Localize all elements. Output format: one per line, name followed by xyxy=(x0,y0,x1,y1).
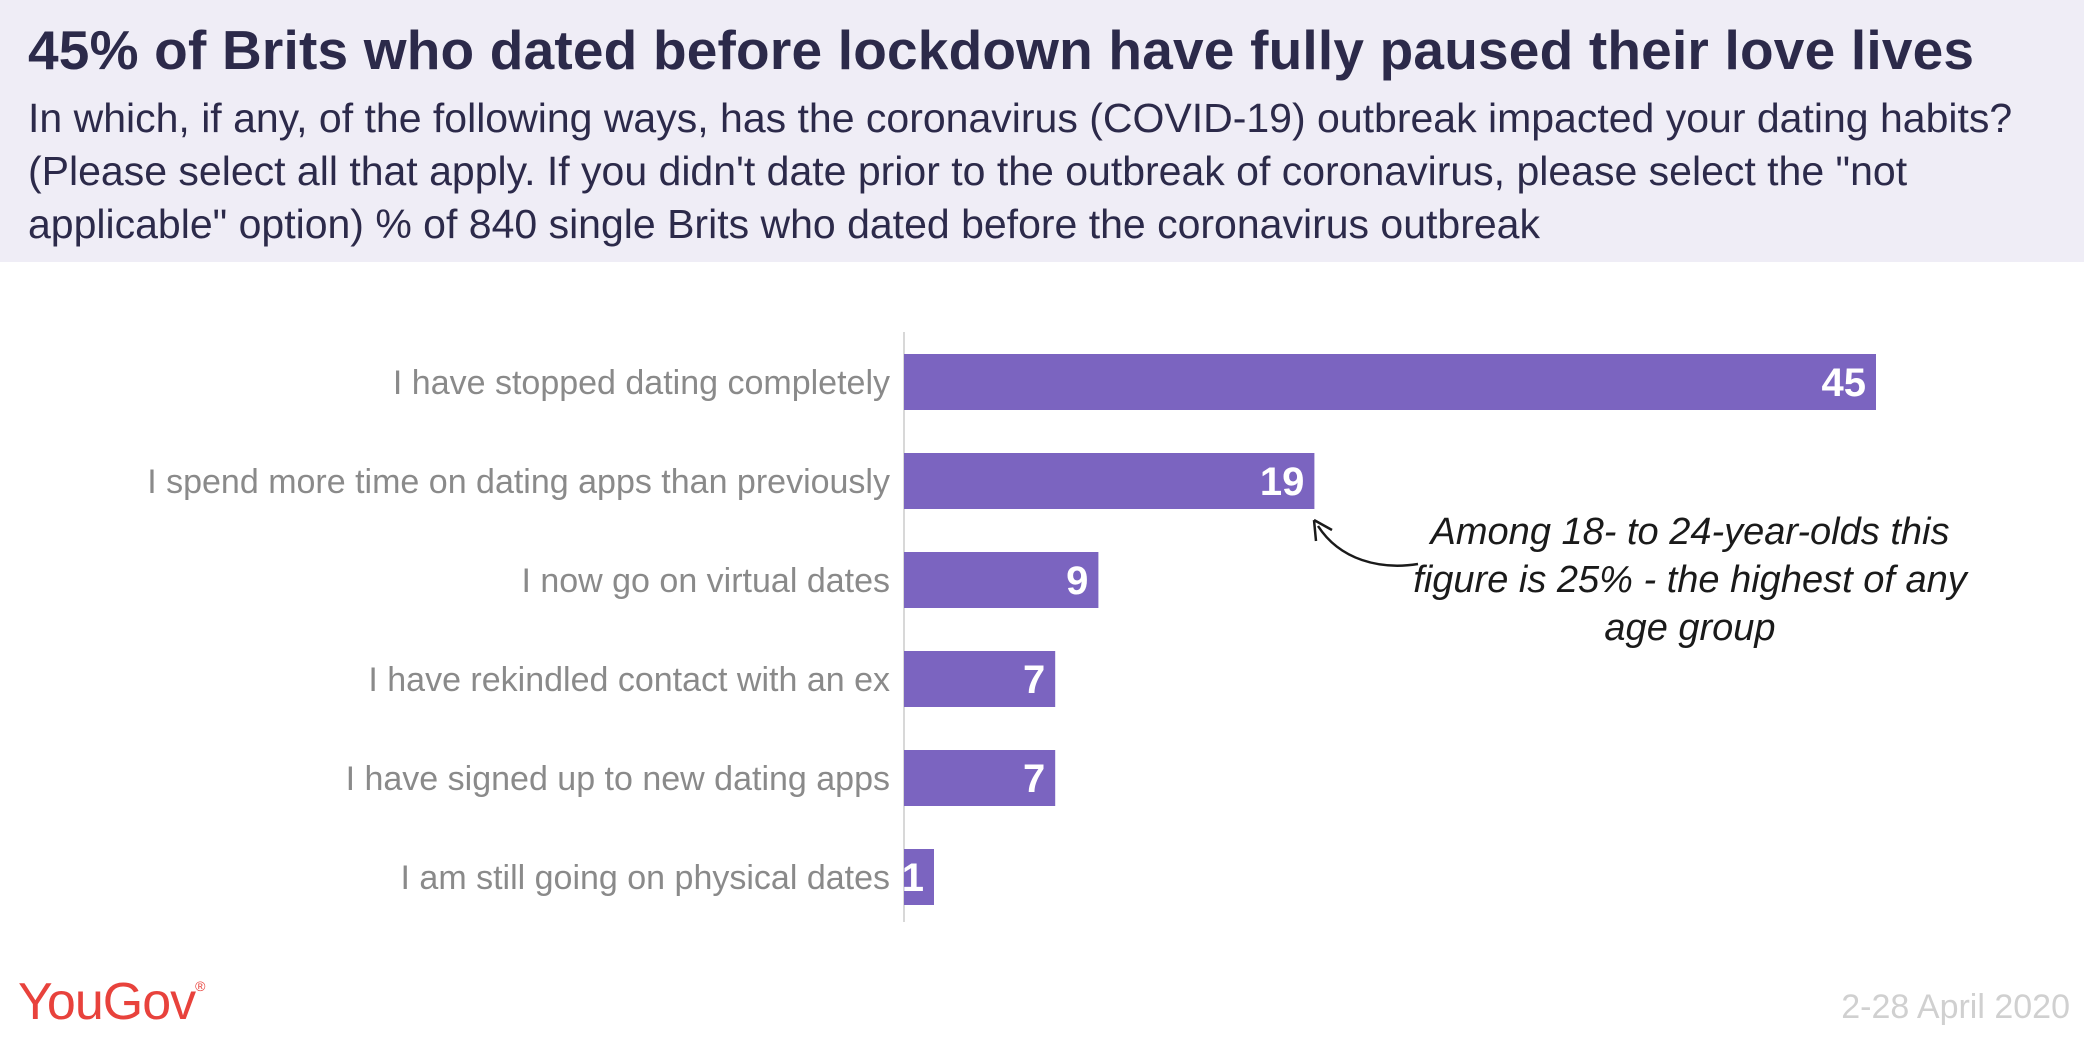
value-label: 7 xyxy=(1023,658,1045,702)
bar-6 xyxy=(904,849,934,905)
category-label: I have stopped dating completely xyxy=(393,364,890,402)
chart-subtitle: In which, if any, of the following ways,… xyxy=(28,95,2013,247)
brand-name: YouGov xyxy=(18,973,196,1031)
category-label: I have rekindled contact with an ex xyxy=(368,661,890,699)
annotation-arrowhead xyxy=(1312,518,1333,542)
bar-chart: I have stopped dating completely 45 I spen… xyxy=(147,332,1876,922)
annotation-arrow xyxy=(1316,525,1419,567)
bar-1 xyxy=(904,354,1876,410)
category-label: I spend more time on dating apps than pr… xyxy=(147,463,890,501)
value-label: 7 xyxy=(1023,757,1045,801)
value-label: 1 xyxy=(902,856,924,900)
bars-group: I have stopped dating completely 45 I spen… xyxy=(147,354,1876,905)
category-label: I am still going on physical dates xyxy=(401,859,890,897)
bar-5 xyxy=(904,750,1056,806)
bar-4 xyxy=(904,651,1056,707)
chart-title: 45% of Brits who dated before lockdown h… xyxy=(28,19,1975,81)
value-label: 45 xyxy=(1822,361,1867,405)
category-label: I now go on virtual dates xyxy=(521,562,890,600)
chart-annotation: Among 18- to 24-year-olds this figure is… xyxy=(1413,511,1967,649)
yougov-logo: YouGov® xyxy=(18,972,205,1032)
header-panel: 45% of Brits who dated before lockdown h… xyxy=(0,0,2084,262)
bar-3 xyxy=(904,552,1099,608)
bar-2 xyxy=(904,453,1315,509)
category-label: I have signed up to new dating apps xyxy=(346,760,890,798)
value-label: 19 xyxy=(1260,460,1305,504)
survey-date: 2-28 April 2020 xyxy=(1841,988,2070,1026)
value-label: 9 xyxy=(1066,559,1088,603)
registered-mark: ® xyxy=(195,978,205,994)
